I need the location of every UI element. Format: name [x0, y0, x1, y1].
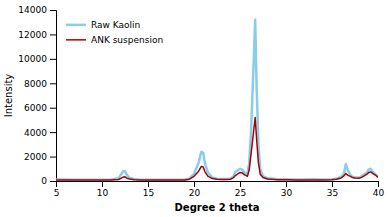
tick: 15: [143, 181, 154, 198]
tick-label: 10000: [18, 54, 47, 64]
tick: 4000: [24, 128, 56, 138]
tick: 6000: [24, 103, 56, 113]
tick-mark: [286, 181, 287, 187]
plot: 5 10 15 20 25 30 35 40 0 2000 4000 6000 8000 10000 120…: [18, 5, 384, 198]
y-axis: 0 2000 4000 6000 8000 10000 12000 14000: [18, 5, 56, 186]
tick-label: 5: [54, 188, 60, 198]
tick-mark: [50, 132, 56, 133]
tick: 2000: [24, 152, 56, 162]
tick-label: 0: [41, 176, 47, 186]
tick-label: 25: [235, 188, 246, 198]
tick-mark: [102, 181, 103, 187]
chart: 5 10 15 20 25 30 35 40 0 2000 4000 6000 8000 10000 120…: [0, 0, 392, 217]
tick-label: 35: [327, 188, 338, 198]
x-axis-title: Degree 2 theta: [175, 202, 260, 213]
tick: 0: [41, 176, 56, 186]
tick-mark: [50, 10, 56, 11]
tick: 14000: [18, 5, 56, 15]
tick-mark: [240, 181, 241, 187]
tick: 30: [281, 181, 293, 198]
tick-mark: [332, 181, 333, 187]
y-axis-title: Intensity: [3, 74, 14, 118]
tick: 20: [189, 181, 201, 198]
legend-swatch: [66, 24, 86, 27]
legend-swatch: [66, 39, 86, 41]
tick-label: 30: [281, 188, 293, 198]
tick-label: 40: [373, 188, 385, 198]
axis-line: [57, 182, 379, 188]
x-axis: 5 10 15 20 25 30 35 40: [54, 181, 385, 198]
tick-mark: [50, 34, 56, 35]
tick-label: 6000: [24, 103, 47, 113]
tick: 40: [373, 181, 385, 198]
series-line: [56, 117, 378, 180]
tick: 35: [327, 181, 338, 198]
tick: 25: [235, 181, 246, 198]
tick-label: 4000: [24, 128, 47, 138]
tick-label: 20: [189, 188, 201, 198]
tick-label: 8000: [24, 79, 47, 89]
tick-mark: [194, 181, 195, 187]
legend-item: ANK suspension: [66, 35, 163, 45]
tick: 12000: [18, 30, 56, 40]
tick: 8000: [24, 79, 56, 89]
tick-mark: [148, 181, 149, 187]
tick-label: 14000: [18, 5, 47, 15]
tick: 5: [54, 181, 60, 198]
series-group: [56, 20, 378, 180]
tick-label: 12000: [18, 30, 47, 40]
series-line: [56, 20, 378, 180]
legend-label: Raw Kaolin: [91, 20, 140, 30]
tick-mark: [50, 108, 56, 109]
tick-mark: [50, 157, 56, 158]
legend-item: Raw Kaolin: [66, 20, 140, 30]
legend-label: ANK suspension: [91, 35, 163, 45]
tick-label: 15: [143, 188, 154, 198]
tick: 10000: [18, 54, 56, 64]
tick: 10: [97, 181, 109, 198]
tick-label: 10: [97, 188, 109, 198]
axis-line: [50, 11, 57, 182]
tick-label: 2000: [24, 152, 47, 162]
tick-mark: [50, 181, 56, 182]
legend: Raw Kaolin ANK suspension: [66, 20, 163, 45]
tick-mark: [50, 59, 56, 60]
tick-mark: [50, 83, 56, 84]
tick-mark: [378, 181, 379, 187]
